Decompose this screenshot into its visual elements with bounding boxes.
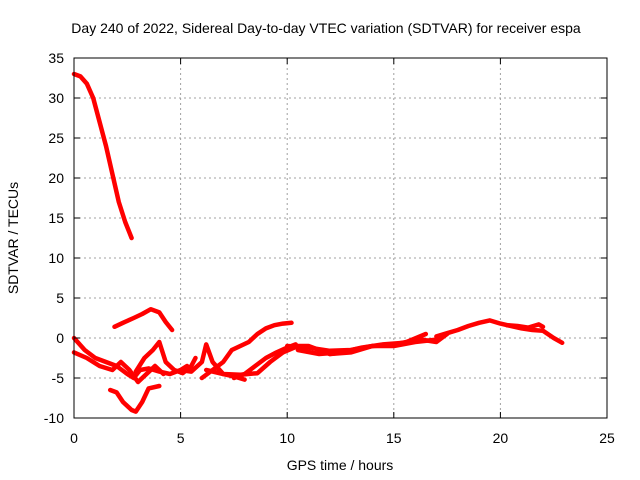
x-tick-label: 25 [599,430,615,446]
x-tick-label: 10 [279,430,295,446]
y-tick-label: 0 [56,330,64,346]
data-series [71,71,565,414]
series-arc-2 [112,306,175,333]
y-tick-label: 15 [48,210,64,226]
x-tick-label: 5 [177,430,185,446]
series-arc-1 [71,71,134,241]
grid [74,58,607,418]
y-tick-label: 10 [48,250,64,266]
series-arc-4 [71,350,166,385]
series-arc-5 [107,383,162,414]
y-tick-label: 25 [48,130,64,146]
x-tick-label: 15 [386,430,402,446]
series-arc-15 [504,322,546,330]
series-arc-8 [199,320,294,381]
y-tick-label: -10 [44,410,64,426]
y-tick-label: 30 [48,90,64,106]
chart-title: Day 240 of 2022, Sidereal Day-to-day VTE… [71,20,581,36]
x-tick-labels: 0 5 10 15 20 25 [70,430,615,446]
series-arc-10 [231,342,298,381]
y-tick-labels: -10 -5 0 5 10 15 20 25 30 35 [44,50,64,426]
x-axis-label: GPS time / hours [287,457,394,473]
y-tick-label: -5 [52,370,65,386]
x-tick-label: 0 [70,430,78,446]
series-arc-6 [133,339,198,376]
axis-ticks [73,57,608,419]
series-arc-14 [434,318,565,346]
y-tick-label: 35 [48,50,64,66]
series-arc-13 [327,331,450,357]
y-tick-label: 5 [56,290,64,306]
x-tick-label: 20 [493,430,509,446]
y-tick-label: 20 [48,170,64,186]
plot-frame [73,57,608,419]
y-axis-label: SDTVAR / TECUs [5,182,21,294]
